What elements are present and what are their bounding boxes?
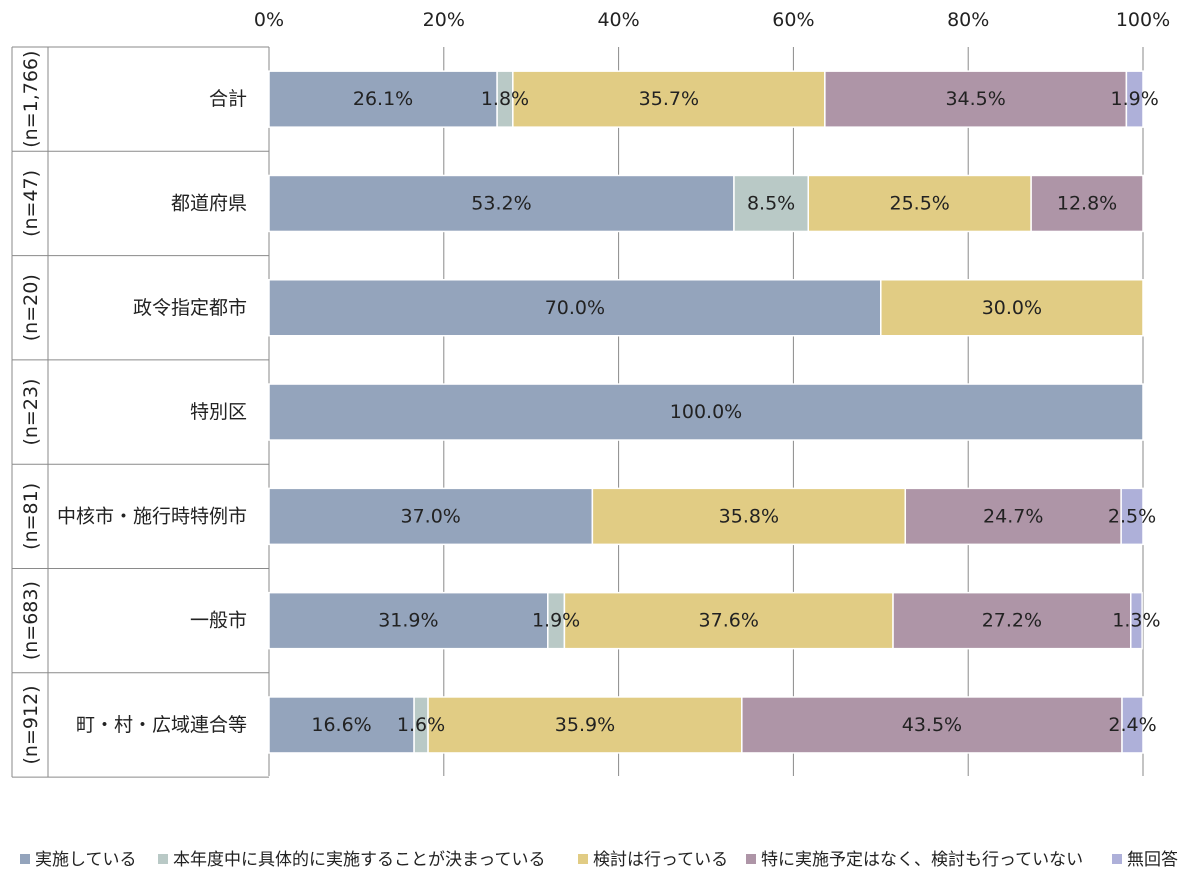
data-label: 8.5% xyxy=(747,192,795,214)
bar-segment xyxy=(268,591,549,650)
bar-segment xyxy=(268,696,415,754)
bar-segment xyxy=(268,279,882,337)
x-tick-label: 40% xyxy=(597,9,639,31)
bar-segment xyxy=(1030,174,1144,233)
data-label: 35.8% xyxy=(719,505,779,527)
data-label: 37.6% xyxy=(699,610,759,632)
bar-segment xyxy=(824,70,1128,128)
data-label: 26.1% xyxy=(353,88,413,110)
bar-segment xyxy=(563,591,894,650)
category-label: 一般市 xyxy=(190,610,247,632)
data-label: 70.0% xyxy=(545,297,605,319)
legend-label: 本年度中に具体的に実施することが決まっている xyxy=(173,850,545,870)
legend-label: 特に実施予定はなく、検討も行っていない xyxy=(761,850,1083,870)
sample-size-label: (n=912) xyxy=(20,685,42,764)
data-label: 1.8% xyxy=(481,88,529,110)
data-label: 24.7% xyxy=(983,505,1043,527)
bar-segment xyxy=(1130,591,1143,650)
sample-size-label: (n=81) xyxy=(20,483,42,550)
data-label: 30.0% xyxy=(982,297,1042,319)
bar-segment xyxy=(427,696,743,754)
legend: 実施している 本年度中に具体的に実施することが決まっている 検討は行っている 特に実施… xyxy=(20,850,1178,870)
data-label: 27.2% xyxy=(982,610,1042,632)
category-frame xyxy=(11,46,270,778)
data-label: 37.0% xyxy=(401,505,461,527)
x-tick-label: 0% xyxy=(254,9,284,31)
category-label: 中核市・施行時特例市 xyxy=(57,505,247,527)
bar-segment xyxy=(741,696,1123,754)
legend-swatch xyxy=(746,854,756,864)
bar-segment xyxy=(1120,487,1144,546)
legend-label: 実施している xyxy=(35,850,137,870)
data-labels: 26.1% 1.8% 35.7% 34.5% 1.9% 53.2% 8.5% 25.5% 12.… xyxy=(311,88,1160,736)
data-label: 1.3% xyxy=(1112,610,1160,632)
sample-size-label: (n=47) xyxy=(20,170,42,237)
legend-swatch xyxy=(578,854,588,864)
x-tick-label: 60% xyxy=(772,9,814,31)
legend-label: 無回答 xyxy=(1127,850,1178,870)
data-label: 53.2% xyxy=(471,192,531,214)
legend-swatch xyxy=(1112,854,1122,864)
x-axis-ticks: 0% 20% 40% 60% 80% 100% xyxy=(254,9,1170,31)
data-label: 100.0% xyxy=(670,401,742,423)
data-label: 35.9% xyxy=(555,714,615,736)
data-label: 16.6% xyxy=(311,714,371,736)
data-label: 34.5% xyxy=(945,88,1005,110)
legend-swatch xyxy=(20,854,30,864)
data-label: 1.6% xyxy=(397,714,445,736)
bar-segment xyxy=(733,174,810,233)
bar-segment xyxy=(1121,696,1144,754)
x-tick-label: 100% xyxy=(1116,9,1170,31)
data-label: 1.9% xyxy=(1111,88,1159,110)
category-label: 政令指定都市 xyxy=(133,297,247,319)
sample-size-label: (n=23) xyxy=(20,379,42,446)
data-label: 2.5% xyxy=(1108,505,1156,527)
data-label: 25.5% xyxy=(890,192,950,214)
category-label: 都道府県 xyxy=(171,192,247,214)
data-label: 12.8% xyxy=(1057,192,1117,214)
x-tick-label: 80% xyxy=(947,9,989,31)
category-label: 特別区 xyxy=(190,401,247,423)
data-label: 31.9% xyxy=(378,610,438,632)
sample-size-label: (n=1,766) xyxy=(20,51,42,148)
x-tick-label: 20% xyxy=(423,9,465,31)
bar-segment xyxy=(268,174,735,233)
category-label: 合計 xyxy=(209,88,247,110)
data-label: 43.5% xyxy=(902,714,962,736)
bar-segment xyxy=(268,487,594,546)
data-label: 2.4% xyxy=(1108,714,1156,736)
legend-swatch xyxy=(158,854,168,864)
category-labels: (n=1,766) 合計 (n=47) 都道府県 (n=20) 政令指定都市 (n=23) 特… xyxy=(20,51,247,765)
category-label: 町・村・広域連合等 xyxy=(76,714,247,736)
data-label: 35.7% xyxy=(639,88,699,110)
bar-segment xyxy=(591,487,907,546)
sample-size-label: (n=683) xyxy=(20,581,42,660)
bar-segment xyxy=(1125,70,1144,128)
bar-segment xyxy=(904,487,1122,546)
bar-segment xyxy=(512,70,826,128)
data-label: 1.9% xyxy=(532,610,580,632)
legend-label: 検討は行っている xyxy=(593,850,728,870)
sample-size-label: (n=20) xyxy=(20,274,42,341)
bar-segment xyxy=(880,279,1144,337)
bar-segment xyxy=(268,383,1144,441)
bars xyxy=(268,70,1144,754)
